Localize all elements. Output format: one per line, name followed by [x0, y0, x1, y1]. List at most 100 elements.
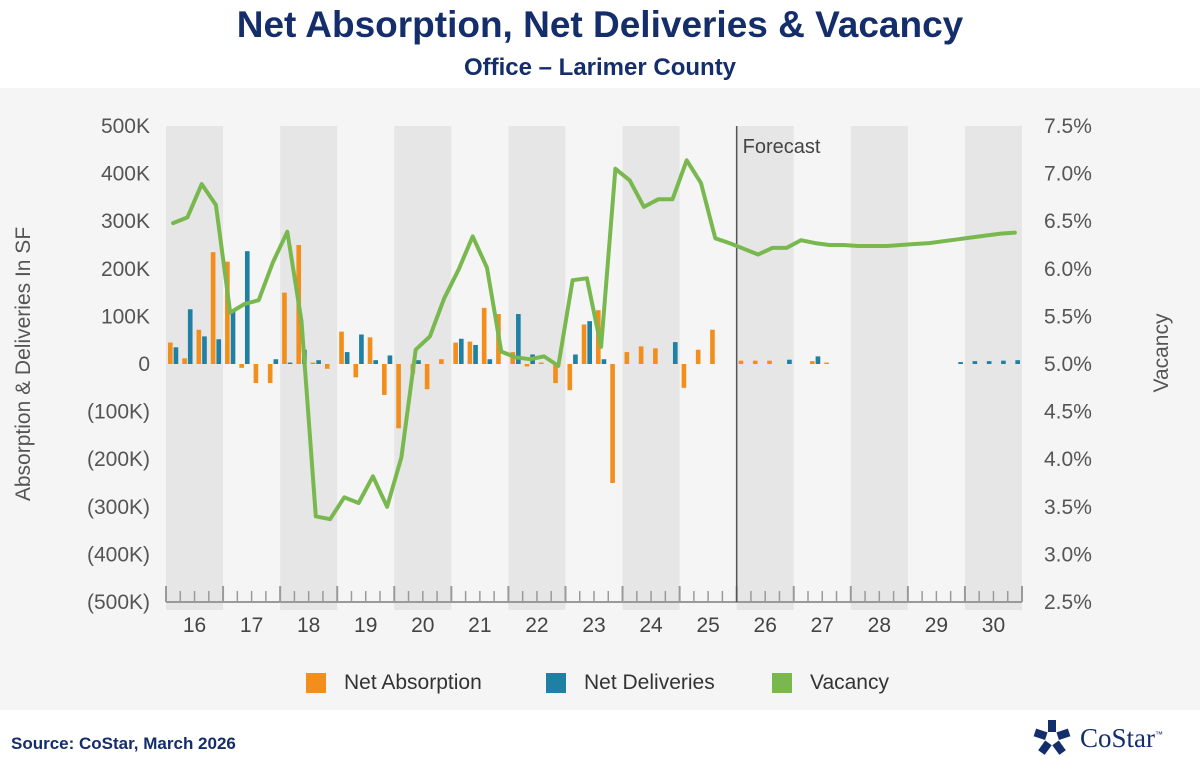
net-deliveries-bar	[373, 360, 379, 364]
net-absorption-bar	[610, 364, 615, 483]
net-deliveries-bar	[601, 359, 607, 364]
net-deliveries-bar	[1015, 360, 1021, 364]
net-deliveries-bar	[487, 359, 493, 364]
y-left-tick-label: (400K)	[87, 543, 150, 566]
x-tick-label: 19	[354, 614, 377, 637]
net-deliveries-bar	[202, 336, 207, 364]
net-absorption-bar	[581, 324, 587, 364]
net-deliveries-swatch	[546, 673, 566, 693]
net-absorption-bar	[253, 364, 259, 384]
net-absorption-bar	[809, 361, 815, 364]
y-axis-left-label: Absorption & Deliveries In SF	[12, 227, 35, 501]
y-right-tick-label: 4.5%	[1044, 401, 1092, 424]
net-absorption-bar	[467, 341, 473, 364]
net-absorption-bar	[695, 349, 701, 364]
x-tick-label: 28	[868, 614, 891, 637]
y-right-tick-label: 7.0%	[1044, 163, 1092, 186]
y-left-tick-label: 300K	[101, 210, 150, 233]
costar-logo[interactable]: CoStar™	[1032, 716, 1192, 760]
y-right-tick-label: 5.5%	[1044, 305, 1092, 328]
net-deliveries-bar	[958, 362, 963, 364]
legend-label: Vacancy	[810, 671, 889, 694]
net-absorption-bar	[182, 358, 187, 364]
net-absorption-bar	[339, 331, 344, 364]
net-deliveries-bar	[173, 347, 179, 364]
legend-item-net-deliveries[interactable]: Net Deliveries	[546, 668, 715, 698]
year-shading	[166, 126, 1022, 610]
net-absorption-bar	[553, 364, 558, 384]
net-absorption-bar	[396, 364, 401, 429]
x-tick-label: 30	[982, 614, 1005, 637]
y-right-tick-label: 6.0%	[1044, 258, 1092, 281]
net-absorption-bar	[282, 292, 287, 364]
year-shade-band	[850, 126, 908, 610]
net-deliveries-bar	[516, 314, 521, 364]
x-tick-label: 23	[582, 614, 605, 637]
net-deliveries-bar	[216, 339, 222, 364]
legend-item-vacancy[interactable]: Vacancy	[772, 668, 889, 698]
net-deliveries-bar	[672, 342, 678, 364]
y-right-tick-label: 3.5%	[1044, 496, 1092, 519]
net-deliveries-bar	[787, 359, 792, 364]
net-deliveries-bar	[316, 360, 321, 364]
net-absorption-bar	[453, 342, 458, 364]
year-shade-band	[964, 126, 1022, 610]
net-absorption-bar	[324, 364, 330, 369]
y-left-tick-label: 200K	[101, 258, 150, 281]
net-deliveries-bar	[458, 338, 464, 364]
chart-title: Net Absorption, Net Deliveries & Vacancy	[236, 4, 964, 45]
net-absorption-bar	[767, 360, 772, 364]
y-axis-right: 7.5% 7.0% 6.5% 6.0% 5.5% 5.0% 4.5% 4.0% 3.5% 3.0%…	[1044, 115, 1092, 614]
source-note: Source: CoStar, March 2026	[11, 734, 236, 753]
net-deliveries-bar	[573, 354, 578, 364]
net-absorption-bar	[681, 364, 687, 388]
net-absorption-bar	[353, 364, 359, 378]
y-left-tick-label: 400K	[101, 163, 150, 186]
y-right-tick-label: 6.5%	[1044, 210, 1092, 233]
forecast-label: Forecast	[743, 136, 821, 158]
net-absorption-bar	[225, 261, 230, 364]
x-tick-label: 16	[183, 614, 206, 637]
net-deliveries-bar	[587, 321, 593, 364]
x-tick-label: 22	[525, 614, 548, 637]
y-right-tick-label: 2.5%	[1044, 591, 1092, 614]
legend-item-net-absorption[interactable]: Net Absorption	[306, 668, 482, 698]
x-tick-label: 27	[811, 614, 834, 637]
x-tick-label: 25	[696, 614, 719, 637]
net-deliveries-bar	[359, 334, 364, 364]
vacancy-line	[171, 158, 1017, 522]
x-tick-label: 29	[925, 614, 948, 637]
net-absorption-bar	[439, 359, 444, 364]
net-absorption-bar	[239, 364, 244, 368]
y-left-tick-label: (100K)	[87, 401, 150, 424]
y-left-tick-label: 100K	[101, 305, 150, 328]
net-absorption-bar	[538, 362, 544, 364]
y-right-tick-label: 4.0%	[1044, 448, 1092, 471]
net-absorption-bar	[824, 362, 829, 364]
net-deliveries-bar	[1001, 360, 1006, 364]
net-absorption-bar	[424, 364, 430, 390]
year-shade-band	[736, 126, 794, 610]
y-left-tick-label: (500K)	[87, 591, 150, 614]
net-deliveries-bar	[815, 356, 821, 364]
net-deliveries-bar	[972, 361, 978, 364]
net-absorption-bar	[567, 364, 573, 391]
y-right-tick-label: 5.0%	[1044, 353, 1092, 376]
net-absorption-swatch	[306, 673, 326, 693]
year-shade-band	[622, 126, 680, 610]
quarter-tick-rail	[165, 586, 1023, 603]
net-absorption-bar	[752, 360, 758, 364]
logo-tm: ™	[1155, 729, 1164, 739]
legend: Net Absorption Net Deliveries Vacancy	[0, 668, 1200, 698]
net-deliveries-bar	[287, 362, 293, 364]
vacancy-swatch	[772, 673, 792, 693]
x-tick-label: 26	[754, 614, 777, 637]
y-left-tick-label: 500K	[101, 115, 150, 138]
net-deliveries-bar	[473, 344, 478, 364]
year-shade-band	[166, 126, 224, 610]
net-deliveries-bar	[230, 310, 236, 364]
chart-subtitle: Office – Larimer County	[463, 54, 737, 81]
net-deliveries-bar	[416, 360, 421, 364]
x-tick-label: 24	[639, 614, 663, 637]
net-absorption-bar	[624, 352, 630, 364]
